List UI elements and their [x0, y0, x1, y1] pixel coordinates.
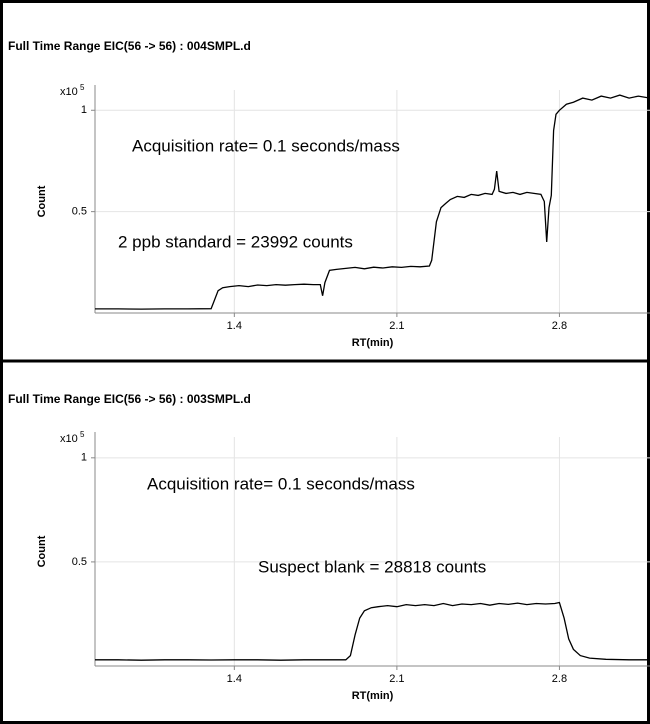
scale-exponent: 5 — [80, 83, 85, 92]
y-axis-label: Count — [36, 185, 48, 217]
annotation: Acquisition rate= 0.1 seconds/mass — [132, 136, 400, 155]
x-tick-label: 1.4 — [227, 673, 242, 685]
chart-title: Full Time Range EIC(56 -> 56) : 004SMPL.… — [8, 39, 251, 53]
y-axis-label: Count — [36, 535, 48, 567]
y-tick-label: 1 — [81, 452, 87, 464]
x-tick-label: 2.8 — [552, 320, 567, 332]
chart-title: Full Time Range EIC(56 -> 56) : 003SMPL.… — [8, 392, 251, 406]
signal-line — [95, 94, 650, 310]
y-tick-label: 1 — [81, 104, 87, 116]
y-tick-label: 0.5 — [72, 206, 87, 218]
scale-label: x10 — [60, 433, 78, 445]
annotation: Acquisition rate= 0.1 seconds/mass — [147, 474, 415, 493]
signal-line — [95, 601, 650, 661]
x-tick-label: 2.1 — [389, 673, 404, 685]
annotation: 2 ppb standard = 23992 counts — [118, 232, 353, 251]
x-tick-label: 2.8 — [552, 673, 567, 685]
annotation: Suspect blank = 28818 counts — [258, 557, 486, 576]
x-axis-label: RT(min) — [352, 337, 394, 349]
x-tick-label: 1.4 — [227, 320, 242, 332]
x-axis-label: RT(min) — [352, 690, 394, 702]
x-tick-label: 2.1 — [389, 320, 404, 332]
scale-label: x10 — [60, 86, 78, 98]
scale-exponent: 5 — [80, 430, 85, 439]
y-tick-label: 0.5 — [72, 556, 87, 568]
